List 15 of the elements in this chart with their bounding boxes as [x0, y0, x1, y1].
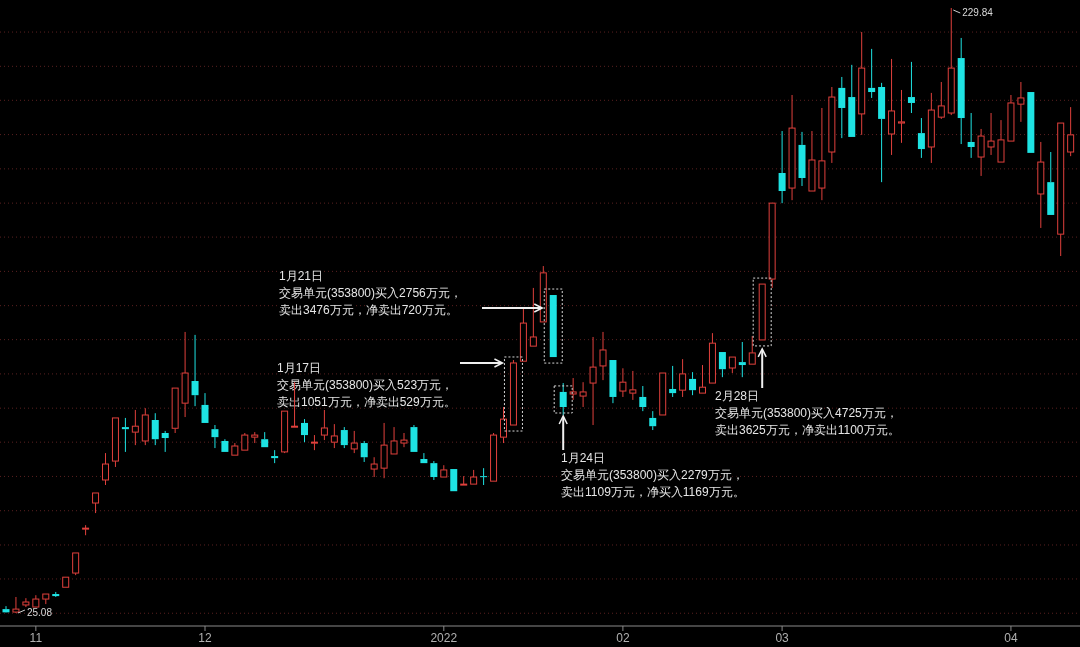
annotation: 1月24日: [561, 451, 606, 465]
x-tick-label: 2022: [430, 631, 458, 645]
annotation: 1月21日: [279, 269, 324, 283]
annotation: 2月28日: [715, 389, 760, 403]
x-tick-label: 02: [616, 631, 630, 645]
annotation: 交易单元(353800)买入2756万元，卖出3476万元，净卖出720万元。: [279, 286, 462, 317]
annotation: 交易单元(353800)买入4725万元，卖出3625万元，净卖出1100万元。: [715, 406, 900, 437]
x-tick-label: 12: [198, 631, 212, 645]
annotation: 25.08: [26, 607, 53, 618]
annotation: 交易单元(353800)买入2279万元，卖出1109万元，净买入1169万元。: [561, 468, 745, 499]
x-tick-label: 04: [1004, 631, 1018, 645]
annotation: 1月17日: [277, 361, 322, 375]
x-tick-label: 11: [29, 631, 43, 645]
x-tick-label: 03: [775, 631, 790, 645]
annotation: 229.84: [962, 7, 994, 18]
